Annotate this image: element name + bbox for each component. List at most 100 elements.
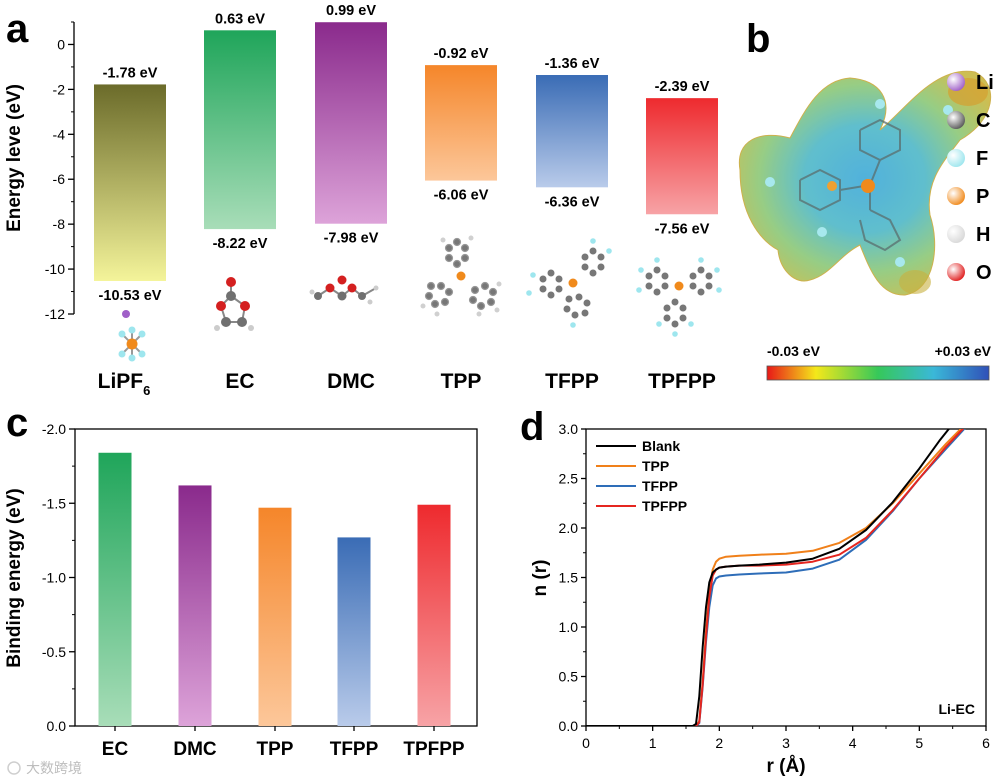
binding-bar-dmc: [178, 485, 212, 726]
energy-bar-tpfpp: [646, 98, 718, 215]
homo-label: -7.56 eV: [655, 221, 710, 237]
scale-min-label: -0.03 eV: [767, 343, 821, 359]
panel-a-category-labels: LiPF6 EC DMC TPP TFPP TPFPP: [98, 370, 716, 398]
panel-d-y-tick-label: 0.0: [559, 718, 579, 734]
molecule-dmc-icon: [309, 275, 379, 305]
panel-d-series: [586, 429, 966, 726]
category-label-main: EC: [225, 370, 254, 393]
category-label-main: TPP: [441, 370, 482, 393]
lumo-label: -1.78 eV: [103, 65, 158, 81]
element-label: O: [976, 262, 992, 284]
element-label: Li: [976, 72, 994, 94]
legend-label: TPFPP: [642, 498, 687, 514]
panel-d-letter: d: [520, 405, 544, 449]
panel-a: a 0 -2 -4 -6 -8 -10 -12 Energy leve (eV) -1.78…: [4, 3, 722, 398]
category-label-subscript: 6: [143, 383, 150, 398]
category-label: DMC: [327, 370, 375, 393]
panel-a-tick-label: -4: [53, 126, 66, 142]
panel-d-axes: 0 1 2 3 4 5 6 0.0 0.5 1.0 1.5 2.0 2.5 3.0: [559, 421, 991, 751]
element-h-icon: [947, 225, 965, 243]
panel-a-tick-label: 0: [57, 36, 65, 52]
molecule-lipf6-icon: [118, 310, 146, 362]
element-f-icon: [947, 149, 965, 167]
binding-bar-tpp: [258, 507, 292, 726]
element-label: P: [976, 186, 989, 208]
lumo-label: -0.92 eV: [434, 46, 489, 62]
panel-d-y-tick-label: 2.0: [559, 520, 579, 536]
panel-a-tick-label: -12: [45, 306, 65, 322]
panel-c: c -2.0 -1.5 -1.0 -0.5 0.0 Binding energy (eV…: [4, 401, 478, 760]
panel-d-x-axis-title: r (Å): [766, 756, 805, 777]
panel-d-x-tick-label: 3: [782, 735, 790, 751]
element-o-icon: [947, 263, 965, 281]
category-label-main: DMC: [327, 370, 375, 393]
panel-a-letter: a: [6, 7, 29, 51]
category-label-main: TPFPP: [648, 370, 716, 393]
category-label: TPFPP: [648, 370, 716, 393]
energy-bar-lipf6: [94, 84, 166, 281]
panel-a-bars: -1.78 eV -10.53 eV 0.63 eV -8.22 eV 0.99 eV -…: [94, 3, 718, 304]
molecule-tfpp-icon: [526, 238, 612, 328]
lumo-label: -1.36 eV: [545, 56, 600, 72]
energy-bar-ec: [204, 30, 276, 230]
binding-bar-tpfpp: [417, 504, 451, 726]
binding-bar-ec: [98, 452, 132, 726]
panel-c-y-axis-title: Binding energy (eV): [4, 488, 25, 667]
panel-a-tick-label: -8: [53, 216, 66, 232]
panel-c-tick-label: -0.5: [42, 644, 66, 660]
panel-c-y-axis: -2.0 -1.5 -1.0 -0.5 0.0: [42, 421, 75, 734]
panel-d-y-tick-label: 3.0: [559, 421, 579, 437]
panel-c-letter: c: [6, 401, 28, 445]
panel-d-y-tick-label: 0.5: [559, 669, 579, 685]
color-scale-bar: [766, 365, 990, 381]
panel-a-tick-label: -2: [53, 81, 66, 97]
element-label: F: [976, 148, 988, 170]
category-label: EC: [225, 370, 254, 393]
element-p-icon: [947, 187, 965, 205]
panel-c-tick-label: -1.5: [42, 495, 66, 511]
panel-d-x-tick-label: 6: [982, 735, 990, 751]
legend-label: Blank: [642, 438, 680, 454]
panel-d-y-axis-title: n (r): [530, 560, 551, 597]
panel-d-y-tick-label: 1.0: [559, 619, 579, 635]
homo-label: -8.22 eV: [213, 236, 268, 252]
esp-surface-image: [738, 70, 991, 296]
panel-d-x-tick-label: 1: [649, 735, 657, 751]
energy-bar-tpp: [425, 65, 497, 181]
energy-bar-dmc: [315, 22, 387, 224]
panel-d: d 0 1 2 3 4 5 6 0.0 0.5 1.0 1.5 2.0 2.5 3.0 n (r) r (…: [520, 405, 990, 777]
homo-label: -7.98 eV: [324, 231, 379, 247]
energy-bar-tfpp: [536, 75, 608, 188]
panel-d-x-tick-label: 0: [582, 735, 590, 751]
panel-a-y-axis: 0 -2 -4 -6 -8 -10 -12: [45, 21, 75, 322]
panel-d-annotation: Li-EC: [938, 701, 975, 717]
lumo-label: 0.99 eV: [326, 3, 376, 19]
panel-c-category-label: EC: [102, 739, 129, 760]
panel-d-legend: Blank TPP TFPP TPFPP: [596, 438, 687, 514]
panel-b-letter: b: [746, 17, 770, 61]
panel-c-category-label: DMC: [173, 739, 217, 760]
panel-c-category-label: TPP: [257, 739, 294, 760]
panel-c-category-label: TPFPP: [403, 739, 465, 760]
category-label-main: TFPP: [545, 370, 599, 393]
watermark-text: 大数跨境: [26, 760, 82, 776]
panel-d-x-tick-label: 2: [715, 735, 723, 751]
homo-label: -6.06 eV: [434, 188, 489, 204]
molecule-ec-icon: [214, 277, 254, 331]
category-label: TPP: [441, 370, 482, 393]
series-line-blank: [586, 429, 951, 726]
panel-c-tick-label: -2.0: [42, 421, 66, 437]
element-label: H: [976, 224, 990, 246]
binding-bar-tfpp: [337, 537, 371, 726]
panel-a-y-axis-title: Energy leve (eV): [4, 84, 25, 232]
panel-d-y-tick-label: 2.5: [559, 471, 579, 487]
panel-d-x-tick-label: 5: [915, 735, 923, 751]
homo-label: -10.53 eV: [99, 288, 162, 304]
molecule-tpfpp-icon: [636, 257, 722, 337]
category-label: TFPP: [545, 370, 599, 393]
element-li-icon: [947, 73, 965, 91]
homo-label: -6.36 eV: [545, 194, 600, 210]
element-c-icon: [947, 111, 965, 129]
